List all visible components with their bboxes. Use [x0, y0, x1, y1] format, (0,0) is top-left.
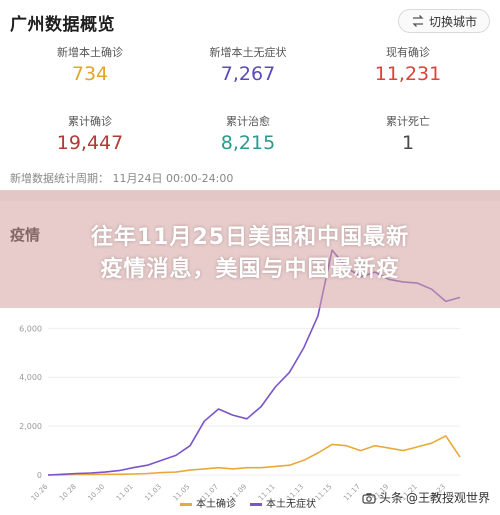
y-tick-label: 0: [37, 471, 42, 480]
page-title: 广州数据概览: [10, 15, 115, 35]
camera-icon: [362, 492, 376, 504]
x-tick-label: 11.01: [115, 483, 135, 503]
watermark: 头条 @王教授观世界: [362, 489, 490, 506]
x-tick-label: 10.30: [86, 483, 106, 503]
headline-banner: 往年11月25日美国和中国最新 疫情消息，美国与中国最新疫: [0, 222, 500, 286]
x-tick-label: 11.03: [143, 483, 163, 503]
stat-value: 8,215: [220, 132, 276, 154]
headline-line-1: 往年11月25日美国和中国最新: [90, 225, 410, 250]
switch-city-label: 切换城市: [428, 14, 477, 29]
x-tick-label: 10.26: [30, 482, 50, 502]
banner-overlay: [0, 190, 500, 308]
headline-line-2: 疫情消息，美国与中国最新疫: [100, 257, 400, 282]
stat-value: 7,267: [220, 63, 276, 85]
swap-icon: [412, 15, 424, 27]
legend-swatch: [250, 502, 262, 506]
stat-total-cured: 累计治愈 8,215: [168, 113, 328, 154]
stat-value: 11,231: [374, 63, 442, 85]
legend-label: 本土确诊: [196, 499, 236, 510]
stat-value: 1: [401, 132, 415, 154]
x-tick-label: 10.28: [58, 483, 78, 503]
y-tick-label: 4,000: [19, 373, 42, 382]
stat-new-asymptomatic: 新增本土无症状 7,267: [168, 44, 328, 85]
legend-swatch: [180, 502, 192, 506]
trend-chart-svg: 0 2,000 4,000 6,000 10.26 10.28 10.30 11.01 11.0…: [19, 249, 461, 503]
x-tick-label: 11.17: [342, 483, 362, 503]
stat-value: 19,447: [56, 132, 124, 154]
stat-label: 现有确诊: [386, 46, 430, 59]
series-line-0: [47, 435, 461, 476]
chart-legend: 本土确诊 本土无症状: [180, 495, 316, 510]
legend-item-asymptomatic: 本土无症状: [250, 495, 316, 510]
header: 广州数据概览 切换城市: [0, 0, 500, 38]
stat-label: 累计确诊: [68, 115, 112, 128]
stats-grid: 新增本土确诊 734 新增本土无症状 7,267 现有确诊 11,231 累计确…: [0, 40, 500, 160]
switch-city-button[interactable]: 切换城市: [398, 9, 490, 33]
stat-new-local-confirmed: 新增本土确诊 734: [10, 44, 170, 85]
x-tick-label: 11.15: [314, 483, 334, 503]
legend-label: 本土无症状: [266, 499, 316, 510]
stat-total-confirmed: 累计确诊 19,447: [10, 113, 170, 154]
stat-label: 累计死亡: [386, 115, 430, 128]
trend-chart: 0 2,000 4,000 6,000 10.26 10.28 10.30 11.01 11.0…: [0, 210, 500, 511]
stat-label: 新增本土无症状: [209, 46, 287, 59]
stat-label: 新增本土确诊: [57, 46, 123, 59]
stat-value: 734: [71, 63, 109, 85]
legend-item-confirmed: 本土确诊: [180, 495, 236, 510]
y-tick-label: 6,000: [19, 324, 42, 333]
y-tick-label: 2,000: [19, 422, 42, 431]
watermark-text: @王教授观世界: [405, 491, 490, 505]
stat-total-deaths: 累计死亡 1: [328, 113, 488, 154]
watermark-prefix: 头条: [378, 491, 403, 505]
stats-period: 新增数据统计周期： 11月24日 00:00-24:00: [10, 172, 234, 185]
stat-label: 累计治愈: [226, 115, 270, 128]
stat-current-confirmed: 现有确诊 11,231: [328, 44, 488, 85]
